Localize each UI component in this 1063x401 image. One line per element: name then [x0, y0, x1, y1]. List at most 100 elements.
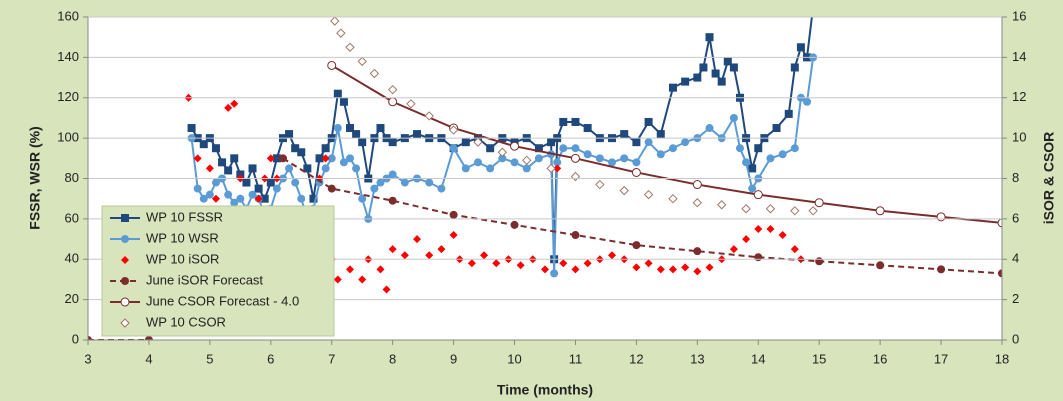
x-tick-label: 15	[812, 351, 826, 366]
marker	[327, 184, 336, 193]
x-tick-label: 4	[145, 351, 152, 366]
legend-text: June iSOR Forecast	[146, 272, 263, 287]
marker	[997, 218, 1002, 228]
marker	[632, 263, 641, 272]
marker	[534, 154, 543, 163]
marker	[382, 285, 391, 294]
x-axis-title: Time (months)	[497, 382, 593, 398]
marker	[937, 265, 946, 274]
marker	[425, 178, 434, 187]
marker	[272, 154, 281, 163]
x-tick-label: 17	[934, 351, 948, 366]
marker	[330, 17, 340, 26]
marker	[461, 138, 470, 147]
marker	[321, 164, 330, 173]
marker	[406, 99, 416, 109]
marker	[199, 194, 208, 203]
marker	[254, 184, 263, 193]
y2-tick-label: 2	[1012, 291, 1019, 306]
y2-tick-label: 14	[1012, 49, 1026, 64]
marker	[315, 154, 324, 163]
marker	[211, 144, 220, 153]
marker	[199, 140, 208, 149]
x-tick-label: 5	[206, 351, 213, 366]
y-tick-label: 160	[57, 8, 79, 23]
marker	[693, 73, 702, 82]
legend-marker	[120, 297, 130, 307]
marker	[668, 83, 677, 92]
marker	[358, 194, 367, 203]
marker	[778, 150, 787, 159]
marker	[424, 111, 434, 121]
marker	[814, 198, 824, 208]
legend-marker	[121, 277, 129, 285]
marker	[692, 180, 702, 190]
marker	[550, 269, 559, 278]
y2-tick-label: 8	[1012, 170, 1019, 185]
marker	[480, 251, 489, 260]
marker	[230, 154, 239, 163]
marker	[608, 251, 617, 260]
y-tick-label: 20	[65, 291, 79, 306]
marker	[297, 194, 306, 203]
marker	[693, 267, 702, 276]
marker	[242, 178, 251, 187]
marker	[486, 144, 495, 153]
marker	[644, 138, 653, 147]
marker	[297, 148, 306, 157]
marker	[692, 198, 703, 208]
marker	[346, 265, 355, 274]
marker	[327, 154, 336, 163]
marker	[632, 241, 641, 250]
marker	[541, 265, 549, 274]
marker	[516, 261, 525, 270]
marker	[705, 124, 714, 133]
marker	[748, 184, 757, 193]
marker	[765, 204, 776, 214]
marker	[388, 170, 397, 179]
marker	[345, 42, 355, 52]
marker	[729, 245, 738, 254]
marker	[327, 60, 337, 70]
y-tick-label: 60	[65, 210, 79, 225]
x-tick-label: 6	[267, 351, 274, 366]
marker	[248, 190, 257, 199]
marker	[522, 155, 532, 166]
marker	[448, 125, 459, 135]
marker	[193, 184, 202, 193]
marker	[144, 336, 153, 340]
y2-tick-label: 0	[1012, 331, 1019, 346]
marker	[559, 259, 568, 268]
marker	[699, 63, 708, 72]
marker	[254, 194, 263, 203]
marker	[224, 166, 233, 175]
marker	[497, 147, 508, 157]
marker	[376, 124, 385, 133]
y-tick-label: 80	[65, 170, 79, 185]
marker	[187, 124, 196, 133]
marker	[425, 251, 434, 260]
marker	[224, 190, 233, 199]
marker	[796, 43, 805, 52]
marker	[224, 103, 233, 112]
marker	[875, 206, 885, 216]
marker	[303, 164, 312, 173]
marker	[766, 154, 775, 163]
marker	[790, 144, 799, 153]
marker	[815, 257, 824, 266]
marker	[272, 184, 281, 193]
legend-marker	[121, 214, 129, 222]
marker	[681, 77, 690, 86]
marker	[583, 259, 592, 268]
marker	[413, 130, 422, 139]
marker	[723, 57, 732, 66]
marker	[510, 220, 519, 229]
marker	[260, 194, 269, 203]
marker	[681, 263, 690, 272]
marker	[571, 117, 580, 126]
y-tick-label: 120	[57, 89, 79, 104]
y2-tick-label: 12	[1012, 89, 1026, 104]
marker	[388, 245, 397, 254]
marker	[285, 130, 294, 139]
marker	[400, 251, 409, 260]
